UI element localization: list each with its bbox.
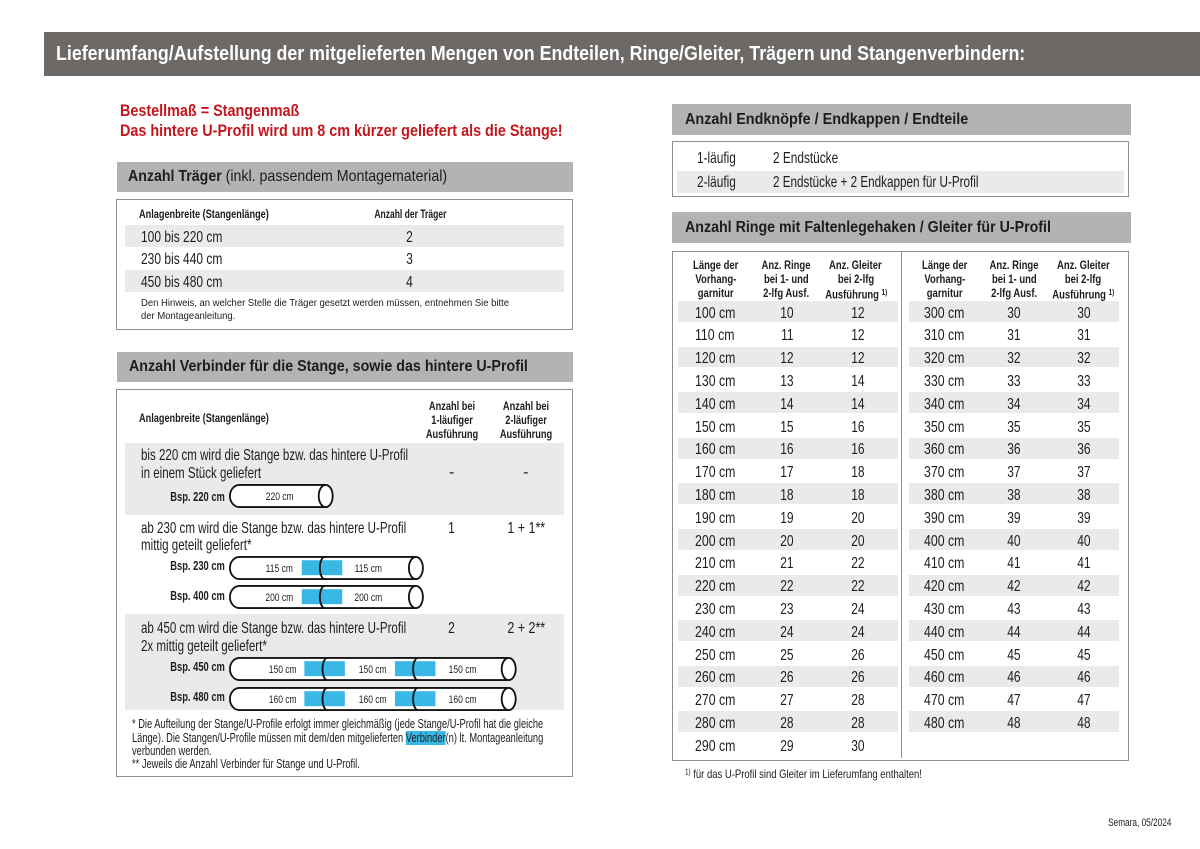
- svg-text:150 cm: 150 cm: [449, 663, 477, 675]
- svg-text:115 cm: 115 cm: [355, 563, 382, 575]
- svg-text:160 cm: 160 cm: [359, 694, 387, 706]
- svg-text:150 cm: 150 cm: [359, 663, 387, 675]
- svg-text:200 cm: 200 cm: [266, 592, 294, 604]
- svg-text:160 cm: 160 cm: [449, 694, 477, 706]
- svg-text:115 cm: 115 cm: [266, 563, 293, 575]
- svg-text:160 cm: 160 cm: [269, 694, 297, 706]
- svg-text:200 cm: 200 cm: [355, 592, 383, 604]
- svg-text:220 cm: 220 cm: [266, 491, 294, 503]
- svg-text:150 cm: 150 cm: [269, 663, 297, 675]
